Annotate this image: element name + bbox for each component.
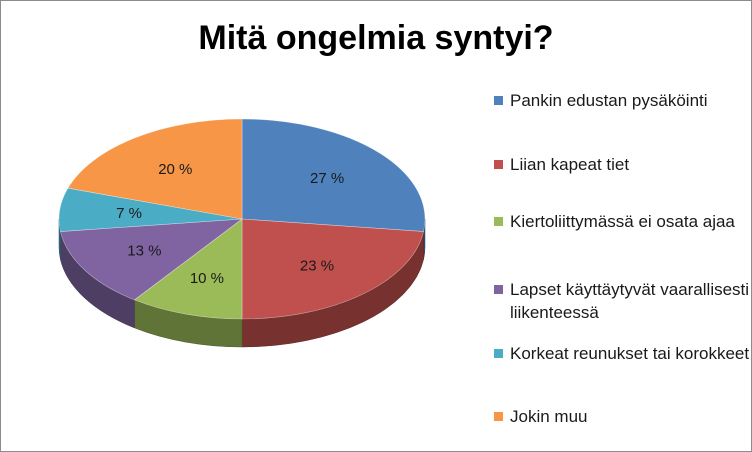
legend-label: Kiertoliittymässä ei osata ajaa: [510, 212, 735, 231]
legend-label: Korkeat reunukset tai korokkeet: [510, 344, 750, 363]
legend-swatch: [494, 96, 503, 105]
legend-label: Liian kapeat tiet: [510, 155, 630, 174]
data-label-5: 20 %: [158, 161, 192, 178]
legend-swatch: [494, 285, 503, 294]
data-label-2: 10 %: [190, 270, 224, 287]
pie-slice-5: [67, 118, 243, 220]
data-label-4: 7 %: [116, 205, 142, 222]
legend-swatch: [494, 217, 503, 226]
legend-label: Jokin muu: [510, 407, 588, 426]
chart-title: Mitä ongelmia syntyi?: [198, 19, 554, 57]
legend-swatch: [494, 160, 503, 169]
pie-slice-0: [241, 118, 426, 232]
pie-slice-1: [241, 218, 424, 320]
data-label-1: 23 %: [300, 258, 334, 275]
pie-slice-2: [133, 218, 243, 320]
pie-tops: [58, 118, 426, 320]
data-label-3: 13 %: [127, 243, 161, 260]
legend-swatch: [494, 349, 503, 358]
legend-label: Lapset käyttäytyvät vaarallisesti liiken…: [510, 280, 750, 322]
pie-slice-3: [60, 218, 243, 301]
data-label-0: 27 %: [310, 170, 344, 187]
legend-label: Pankin edustan pysäköinti: [510, 91, 708, 110]
legend-swatch: [494, 412, 503, 421]
